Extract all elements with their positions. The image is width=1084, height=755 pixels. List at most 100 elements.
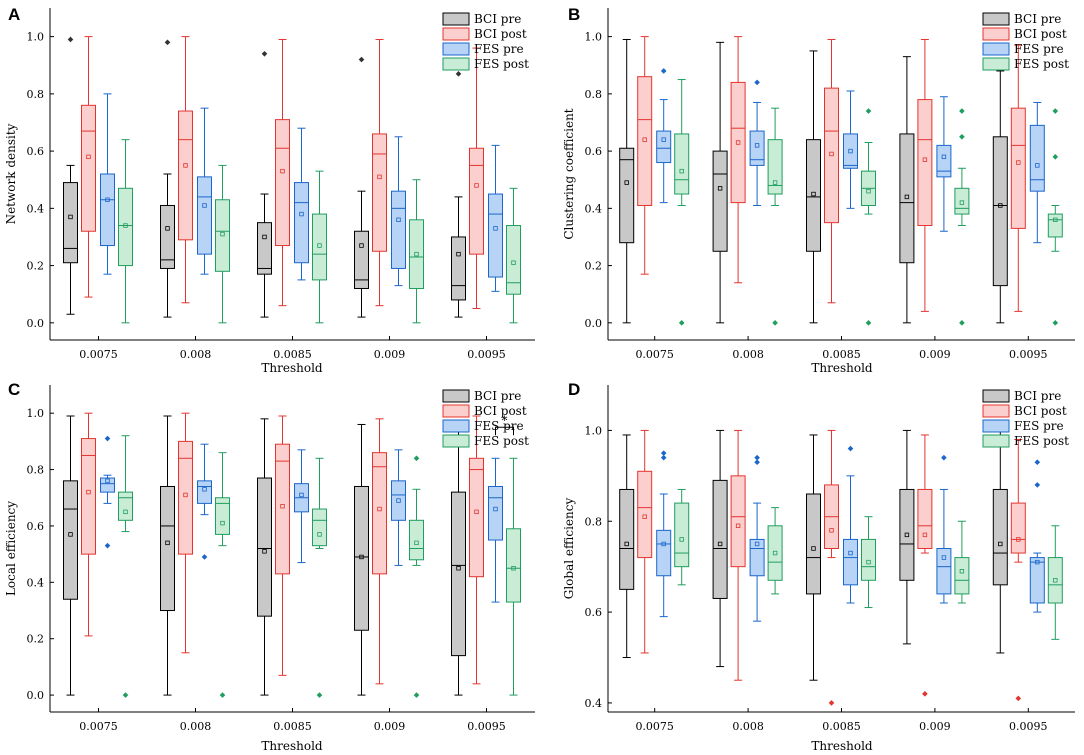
- box-mean: [1035, 163, 1040, 168]
- box-bci-pre: [806, 434, 821, 681]
- box-fes-pre: [488, 144, 503, 292]
- box-iqr: [81, 104, 96, 232]
- x-axis-title: Threshold: [261, 739, 323, 753]
- box-mean: [68, 214, 73, 220]
- box-iqr: [637, 470, 653, 559]
- box-mean: [1016, 160, 1021, 165]
- box-mean: [735, 523, 741, 528]
- box-iqr: [100, 477, 115, 493]
- box-mean: [829, 528, 834, 533]
- box-mean: [396, 498, 401, 503]
- box-mean: [220, 231, 225, 237]
- box-outlier: [865, 320, 872, 326]
- box-iqr: [469, 147, 484, 255]
- box-outlier: [959, 133, 965, 140]
- box-iqr: [372, 452, 387, 575]
- box-bci-pre: [712, 429, 728, 668]
- box-outlier: [754, 459, 760, 466]
- box-mean: [86, 489, 91, 495]
- box-iqr: [391, 190, 406, 269]
- x-tick-label: 0.0085: [273, 720, 312, 733]
- box-iqr: [81, 438, 96, 555]
- box-mean: [904, 194, 910, 200]
- box-iqr: [674, 133, 690, 195]
- box-mean: [679, 537, 684, 542]
- box-iqr: [506, 225, 521, 295]
- legend-label: BCI pre: [1014, 12, 1061, 26]
- box-mean: [959, 569, 965, 574]
- y-axis-title: Clustering coefficient: [562, 108, 576, 239]
- box-mean: [299, 492, 304, 498]
- x-tick-label: 0.0075: [635, 348, 674, 361]
- box-fes-pre: [936, 454, 952, 604]
- y-tick-label: 1.0: [27, 407, 45, 420]
- box-fes-post: [506, 187, 521, 324]
- box-iqr: [917, 99, 933, 227]
- box-iqr: [730, 475, 746, 568]
- box-bci-pre: [451, 71, 466, 318]
- legend-swatch: [982, 12, 1010, 26]
- box-outlier: [754, 454, 760, 461]
- legend-label: FES post: [1014, 57, 1069, 71]
- box-mean: [998, 541, 1003, 547]
- legend-swatch: [442, 57, 470, 71]
- box-bci-post: [372, 38, 387, 307]
- box-mean: [661, 137, 666, 142]
- legend-label: FES pre: [474, 42, 524, 56]
- box-mean: [396, 217, 401, 222]
- box-iqr: [215, 497, 230, 535]
- box-bci-pre: [160, 39, 175, 318]
- box-mean: [1016, 537, 1021, 542]
- box-outlier: [1034, 459, 1041, 466]
- y-tick-label: 0.4: [27, 202, 45, 215]
- box-iqr: [656, 130, 672, 164]
- box-outlier: [941, 454, 947, 461]
- box-mean: [202, 487, 207, 492]
- box-mean: [772, 180, 778, 185]
- y-tick-label: 1.0: [585, 31, 603, 44]
- box-iqr: [1047, 213, 1063, 238]
- box-iqr: [488, 485, 503, 541]
- legend-swatch: [442, 12, 470, 26]
- box-fes-post: [409, 179, 424, 324]
- box-outlier: [865, 108, 872, 114]
- box-bci-post: [178, 36, 193, 304]
- box-mean: [866, 559, 871, 565]
- box-iqr: [954, 557, 970, 595]
- legend-label: BCI pre: [1014, 389, 1061, 403]
- box-mean: [959, 200, 965, 205]
- legend-swatch: [442, 434, 470, 448]
- y-tick-label: 0.8: [585, 515, 603, 528]
- x-tick-label: 0.0095: [1009, 348, 1048, 361]
- box-mean: [377, 174, 382, 180]
- panel-letter-A: A: [8, 5, 20, 24]
- y-tick-label: 0.6: [585, 606, 603, 619]
- box-iqr: [409, 219, 424, 289]
- box-bci-post: [730, 36, 746, 284]
- box-bci-post: [372, 418, 387, 685]
- box-bci-pre: [899, 56, 915, 324]
- box-outlier: [164, 39, 171, 46]
- box-mean: [848, 148, 853, 154]
- box-outlier: [67, 36, 74, 43]
- box-mean: [717, 186, 723, 191]
- box-mean: [642, 137, 647, 142]
- x-tick-label: 0.008: [732, 348, 764, 361]
- box-fes-post: [312, 457, 327, 698]
- x-tick-label: 0.0085: [822, 348, 861, 361]
- box-outlier: [754, 79, 760, 86]
- box-iqr: [843, 538, 858, 586]
- box-iqr: [275, 119, 290, 247]
- box-mean: [86, 154, 91, 160]
- y-tick-label: 0.4: [585, 202, 603, 215]
- x-tick-label: 0.009: [919, 348, 951, 361]
- box-mean: [754, 541, 760, 547]
- box-fes-post: [506, 457, 521, 696]
- box-iqr: [992, 136, 1008, 287]
- box-bci-pre: [354, 423, 369, 696]
- box-outlier: [772, 320, 778, 326]
- legend-label: FES post: [1014, 434, 1069, 448]
- box-mean: [848, 550, 853, 556]
- box-mean: [220, 520, 225, 526]
